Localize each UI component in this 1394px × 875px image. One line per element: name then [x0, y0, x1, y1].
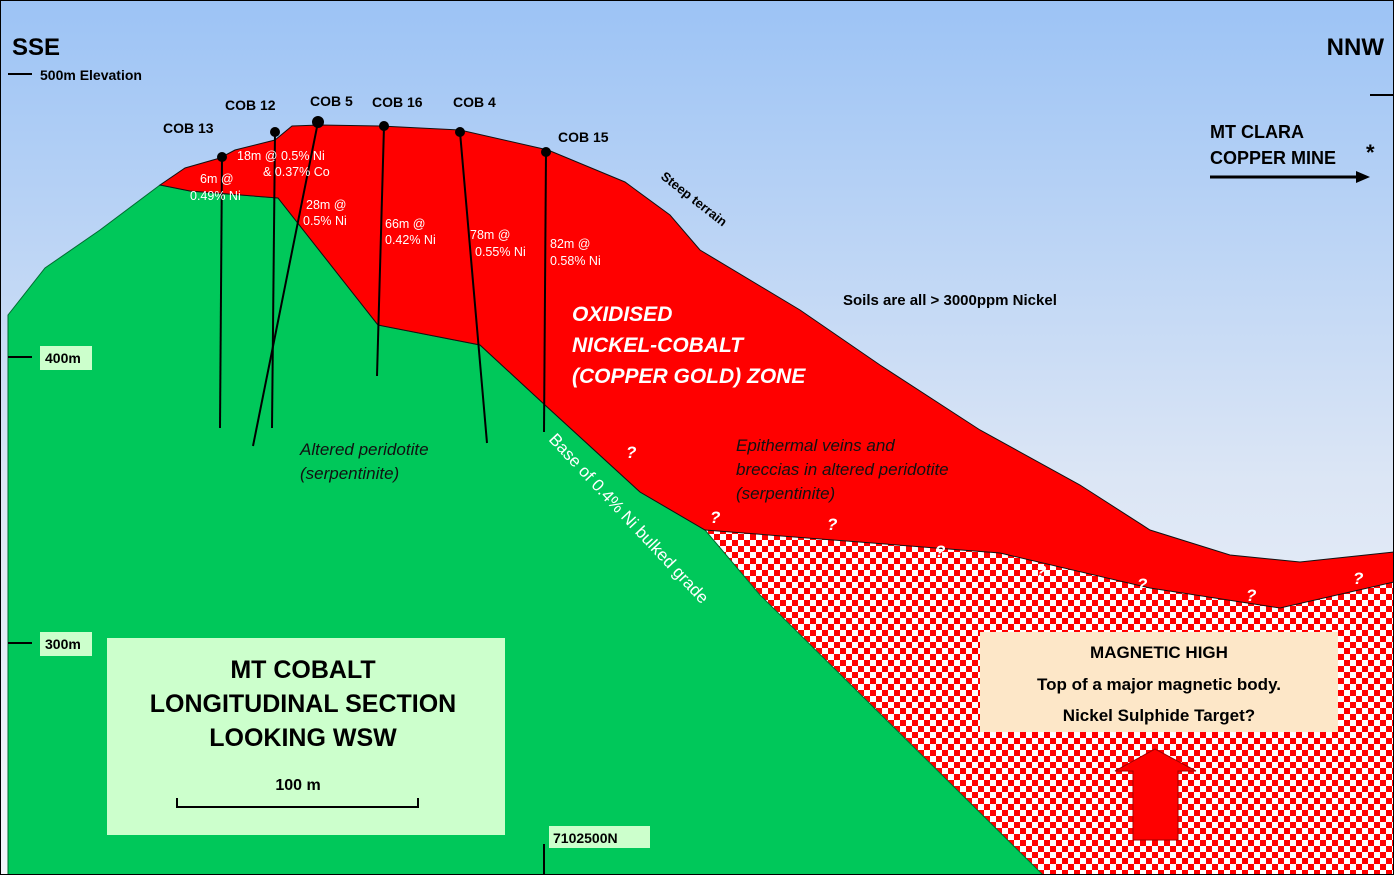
title-line1: MT COBALT	[230, 656, 375, 684]
hole-name-cob-4: COB 4	[453, 94, 496, 110]
scale-bar-label: 100 m	[275, 777, 320, 794]
hole-name-cob-13: COB 13	[163, 120, 214, 136]
hole-name-cob-5: COB 5	[310, 93, 353, 109]
drill-hole-cob-12	[271, 131, 276, 429]
arrow-right-icon	[1210, 171, 1370, 183]
intercept-cob-15-line2: 0.58% Ni	[550, 254, 601, 268]
intercept-cob-13-line2: 0.49% Ni	[190, 189, 241, 203]
question-mark: ?	[626, 443, 637, 462]
arrow-up-icon	[1114, 748, 1197, 841]
elevation-label-400: 400m	[45, 350, 81, 366]
scale-bar	[176, 798, 419, 808]
question-mark: ?	[935, 542, 946, 561]
collar-cob-13	[217, 152, 227, 162]
zone-label-line1: OXIDISED	[572, 303, 672, 326]
drill-hole-cob-4	[459, 131, 488, 444]
collar-cob-5	[312, 116, 324, 128]
intercept-cob-16-line2: 0.42% Ni	[385, 233, 436, 247]
intercept-cob-5-line1: 28m @	[306, 198, 346, 212]
collar-cob-16	[379, 121, 389, 131]
intercept-cob-15-line1: 82m @	[550, 237, 590, 251]
hole-name-cob-15: COB 15	[558, 129, 609, 145]
veins-label-line3: (serpentinite)	[736, 484, 835, 503]
title-line3: LOOKING WSW	[209, 724, 397, 752]
collar-cob-15	[541, 147, 551, 157]
mine-label-line2: COPPER MINE	[1210, 148, 1336, 168]
magnetic-high-box	[980, 632, 1338, 732]
mine-label-line1: MT CLARA	[1210, 122, 1304, 142]
mine-label-star: *	[1366, 140, 1375, 165]
magnetic-line2: Top of a major magnetic body.	[1037, 675, 1281, 694]
elevation-label-300: 300m	[45, 636, 81, 652]
magnetic-line3: Nickel Sulphide Target?	[1063, 706, 1255, 725]
intercept-cob-13-line1: 6m @	[200, 172, 234, 186]
veins-label-line2: breccias in altered peridotite	[736, 460, 949, 479]
peridotite-label-line2: (serpentinite)	[300, 464, 399, 483]
soils-label: Soils are all > 3000ppm Nickel	[843, 292, 1057, 309]
hole-name-cob-12: COB 12	[225, 97, 276, 113]
oxidised-zone	[158, 124, 1394, 609]
elevation-box-300	[40, 632, 92, 656]
intercept-cob-12-line1: 18m @ 0.5% Ni	[237, 149, 325, 163]
drill-hole-cob-13	[219, 156, 223, 429]
collar-cob-12	[270, 127, 280, 137]
intercept-cob-4-line1: 78m @	[470, 228, 510, 242]
intercept-cob-4-line2: 0.55% Ni	[475, 245, 526, 259]
intercept-cob-5-line2: 0.5% Ni	[303, 214, 347, 228]
intercept-cob-12-line2: & 0.37% Co	[263, 165, 330, 179]
question-mark: ?	[1137, 575, 1148, 594]
orientation-left-label: SSE	[12, 34, 60, 61]
drill-hole-cob-16	[376, 125, 385, 377]
title-line2: LONGITUDINAL SECTION	[150, 690, 456, 718]
drill-holes	[217, 116, 551, 447]
northing-box	[549, 826, 650, 848]
elevation-label-500: 500m Elevation	[40, 67, 142, 83]
northing-label: 7102500N	[553, 830, 618, 846]
peridotite-label-line1: Altered peridotite	[299, 440, 429, 459]
magnetic-title: MAGNETIC HIGH	[1090, 643, 1228, 662]
question-mark: ?	[827, 515, 838, 534]
collar-cob-4	[455, 127, 465, 137]
drill-hole-cob-5	[252, 121, 319, 447]
question-mark: ?	[710, 508, 721, 527]
question-mark: ?	[1036, 562, 1047, 581]
question-mark: ?	[1353, 569, 1364, 588]
zone-label-line2: NICKEL-COBALT	[572, 334, 745, 357]
drill-hole-cob-15	[543, 151, 547, 433]
elevation-box-400	[40, 346, 92, 370]
title-box	[107, 638, 505, 835]
question-mark: ?	[1246, 586, 1257, 605]
orientation-right-label: NNW	[1327, 34, 1385, 61]
veins-label-line1: Epithermal veins and	[736, 436, 895, 455]
zone-label-line3: (COPPER GOLD) ZONE	[572, 365, 806, 388]
intercept-cob-16-line1: 66m @	[385, 217, 425, 231]
hole-name-cob-16: COB 16	[372, 94, 423, 110]
